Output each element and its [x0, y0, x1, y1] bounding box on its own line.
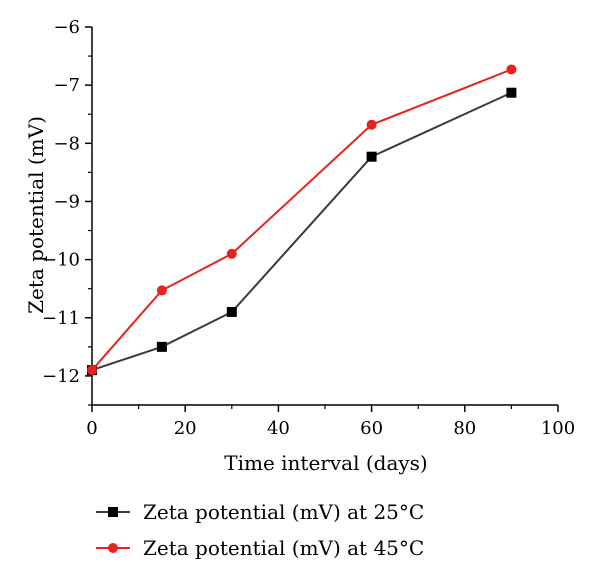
data-point — [366, 151, 377, 162]
series-2 — [87, 64, 517, 376]
legend-marker — [108, 507, 118, 517]
legend-label: Zeta potential (mV) at 45°C — [143, 536, 424, 560]
y-tick-label: −11 — [42, 308, 80, 329]
series-layer — [87, 64, 517, 376]
x-tick-label: 100 — [541, 418, 575, 439]
axes: −12 −11 −10 −9 −8 −7 −6 0 20 40 60 80 100 — [42, 17, 575, 439]
data-point — [506, 87, 517, 98]
legend-item-1: Zeta potential (mV) at 25°C — [96, 500, 424, 524]
series-1 — [87, 87, 517, 376]
y-tick-label: −7 — [53, 75, 80, 96]
legend-marker — [108, 543, 118, 553]
legend-label: Zeta potential (mV) at 25°C — [143, 500, 424, 524]
y-axis-label: Zeta potential (mV) — [24, 116, 48, 314]
x-axis-label: Time interval (days) — [224, 451, 427, 475]
y-tick-label: −8 — [53, 133, 80, 154]
data-point — [366, 119, 377, 130]
x-tick-label: 40 — [267, 418, 290, 439]
y-tick-label: −6 — [53, 17, 80, 38]
legend-item-2: Zeta potential (mV) at 45°C — [96, 536, 424, 560]
data-point — [87, 365, 97, 376]
data-point — [226, 248, 237, 259]
data-point — [156, 341, 167, 352]
legend: Zeta potential (mV) at 25°C Zeta potentia… — [96, 500, 424, 560]
series-line — [91, 68, 512, 371]
y-tick-label: −12 — [42, 366, 80, 387]
x-tick-label: 20 — [174, 418, 197, 439]
x-tick-label: 60 — [360, 418, 383, 439]
y-tick-label: −10 — [42, 250, 80, 271]
data-point — [156, 285, 167, 296]
data-point — [226, 306, 237, 317]
series-line — [91, 91, 512, 372]
y-tick-label: −9 — [53, 191, 80, 212]
x-tick-label: 80 — [453, 418, 476, 439]
x-tick-label: 0 — [86, 418, 97, 439]
data-point — [506, 64, 517, 75]
